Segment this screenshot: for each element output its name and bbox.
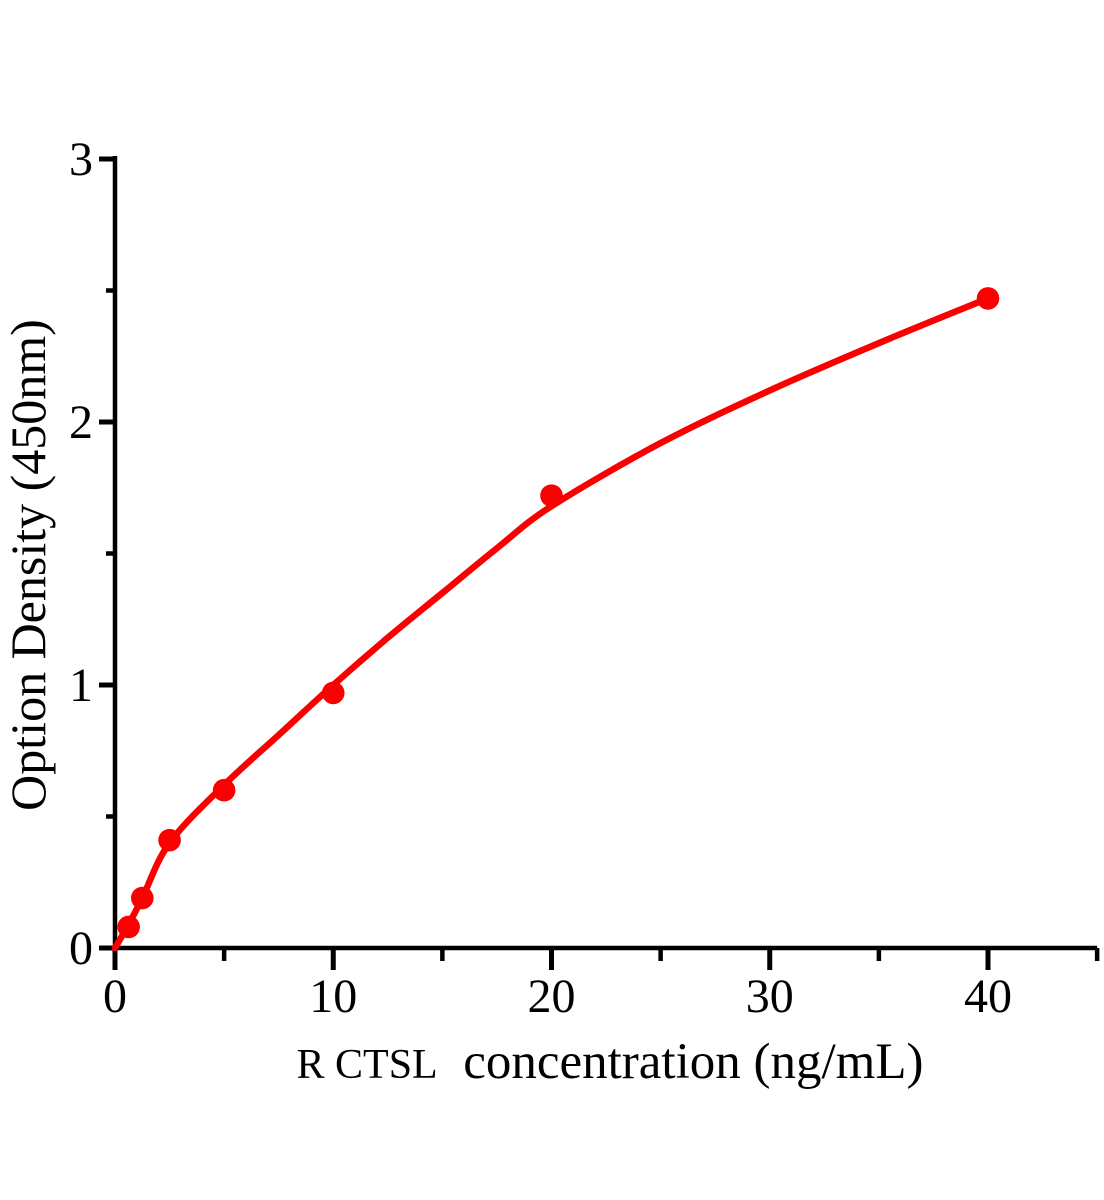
data-points-layer: [117, 287, 1000, 939]
x-axis-title-prefix: R CTSL: [297, 1042, 438, 1088]
axis-spines: [112, 156, 1098, 951]
data-point: [976, 287, 1000, 310]
x-tick-label: 20: [528, 970, 576, 1023]
axes-layer: [99, 156, 1100, 970]
data-point: [117, 915, 140, 939]
data-point: [158, 828, 181, 852]
x-tick-label: 40: [964, 970, 1012, 1023]
y-tick-label: 2: [69, 396, 93, 449]
y-tick-label: 1: [69, 659, 93, 712]
data-point: [540, 484, 563, 507]
y-tick-label: 3: [69, 133, 93, 186]
x-tick-label: 10: [309, 970, 357, 1023]
y-tick-label: 0: [69, 922, 93, 975]
data-point: [321, 681, 345, 705]
data-point: [212, 778, 236, 802]
x-axis-title-main: concentration (ng/mL): [463, 1034, 923, 1090]
x-tick-label: 0: [103, 970, 127, 1023]
x-axis-title: R CTSL concentration (ng/mL): [297, 1033, 924, 1090]
y-axis-title: Option Density (450nm): [0, 319, 56, 811]
x-tick-label: 30: [746, 970, 794, 1023]
data-point: [130, 886, 154, 910]
fitted-curve-line: [111, 295, 992, 952]
fit-curve-layer: [111, 295, 992, 952]
tick-labels-layer: 0 10 20 30 40 0 1 2 3: [69, 133, 1012, 1023]
